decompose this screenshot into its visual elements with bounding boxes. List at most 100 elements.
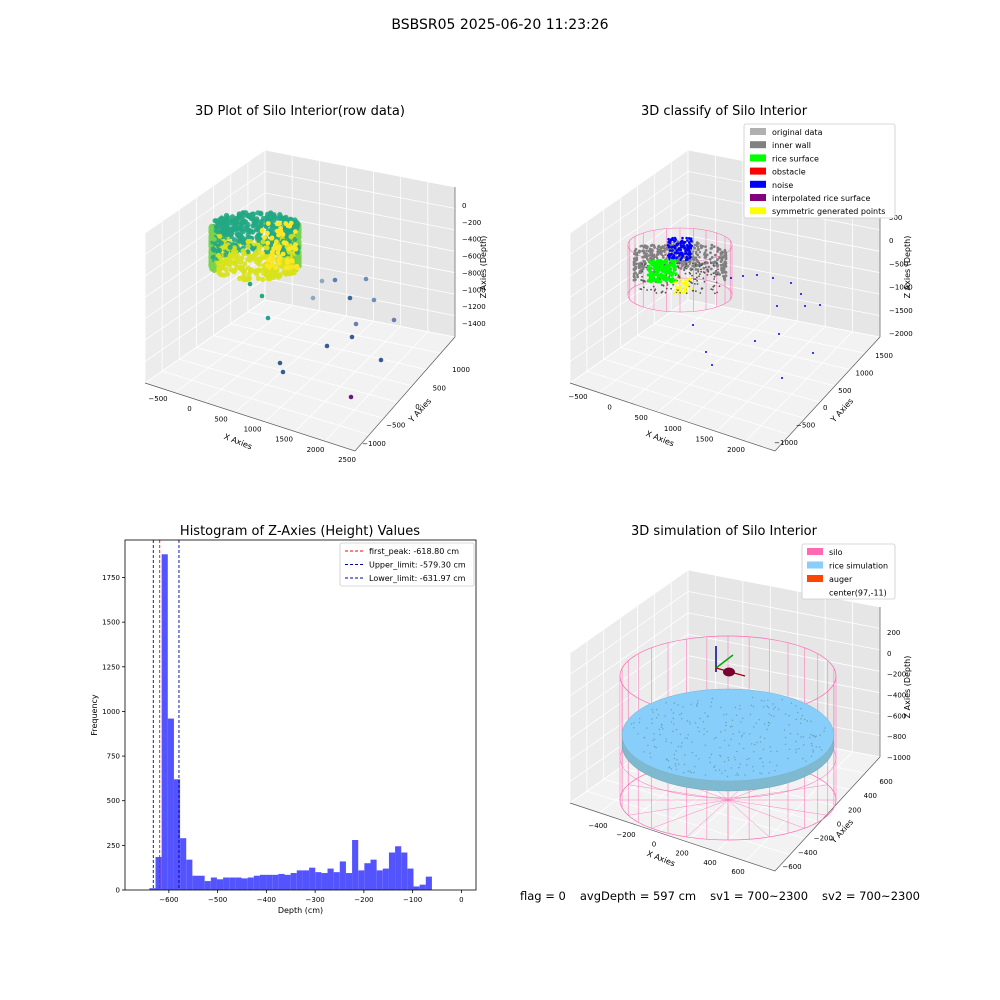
p2-interp-point (646, 289, 648, 291)
p4-y-tick: −200 (814, 835, 833, 843)
p2-y-tick: −1000 (774, 439, 798, 447)
p4-rice-dot (812, 749, 814, 751)
p2-legend-swatch (750, 180, 766, 188)
histogram-y-tick: 750 (107, 753, 120, 761)
p1-y-tick: −1000 (362, 440, 386, 448)
p4-rice-dot (638, 721, 641, 724)
p4-rice-dot (707, 715, 709, 717)
p2-noise-point (678, 252, 682, 256)
p1-data-point (269, 229, 276, 235)
p1-data-point (283, 214, 289, 220)
p1-data-point (277, 215, 283, 221)
p2-interp-point (677, 267, 680, 269)
p4-rice-dot (750, 704, 753, 706)
p2-noise-point (680, 256, 683, 260)
p1-data-point (319, 278, 325, 284)
p2-inner-wall-point (657, 245, 660, 248)
p1-data-point (231, 245, 237, 251)
p2-inner-wall-point (694, 268, 698, 271)
p4-rice-dot (804, 718, 806, 721)
p4-rice-dot (764, 737, 766, 739)
p2-interp-point (672, 283, 675, 286)
p2-symmetric-point (674, 280, 678, 284)
p4-rice-dot (662, 728, 664, 730)
p1-data-point (252, 251, 259, 257)
p2-interp-point (679, 291, 682, 294)
p4-z-tick: −1000 (887, 754, 911, 762)
p2-inner-wall-point (708, 257, 712, 261)
p1-data-point (275, 228, 280, 234)
p1-data-point (248, 267, 254, 273)
p1-data-point (227, 220, 233, 226)
p2-inner-wall-point (703, 251, 707, 255)
p2-inner-wall-point (644, 252, 647, 255)
p2-interp-point (716, 291, 718, 294)
p2-inner-wall-point (635, 262, 638, 266)
p2-interp-point (715, 281, 718, 284)
p1-data-point (247, 281, 253, 287)
p2-inner-wall-point (648, 247, 652, 250)
p2-legend-label: inner wall (772, 141, 811, 150)
histogram-bar (321, 873, 328, 890)
p1-data-point (275, 274, 282, 280)
panel-title-simulation: 3D simulation of Silo Interior (631, 524, 817, 539)
p4-z-tick: −200 (887, 671, 906, 679)
p4-rice-dot (673, 702, 675, 704)
p2-interp-point (691, 268, 694, 271)
p4-rice-dot (651, 718, 653, 720)
p1-data-point (289, 258, 295, 264)
p2-inner-wall-point (704, 255, 708, 259)
p4-rice-dot (774, 706, 776, 708)
p2-x-tick: 0 (607, 404, 611, 412)
p2-inner-wall-point (638, 250, 642, 253)
p2-noise-point (687, 241, 691, 244)
p2-grid-line (599, 304, 716, 394)
p2-interp-point (655, 292, 658, 294)
p2-noise-point (754, 340, 756, 342)
p1-data-point (215, 252, 222, 259)
p2-inner-wall-point (642, 255, 645, 259)
p2-noise-point (673, 245, 677, 248)
p2-rice-surface-point (647, 264, 651, 268)
p4-rice-dot (688, 721, 691, 723)
p4-rice-dot (673, 723, 675, 725)
p4-rice-dot (777, 708, 780, 710)
p2-noise-point (684, 258, 688, 262)
histogram-bar (149, 888, 156, 890)
p2-inner-wall-point (697, 248, 700, 252)
p2-interp-point (683, 269, 685, 272)
p4-rice-dot (658, 728, 661, 731)
p4-rice-dot (633, 727, 635, 729)
p4-silo-wire (651, 799, 729, 829)
p2-symmetric-point (685, 284, 688, 287)
p2-rice-surface-point (668, 273, 673, 277)
p2-z-tick: 500 (889, 214, 902, 222)
histogram-x-tick: −500 (208, 896, 227, 904)
p1-data-point (270, 213, 276, 220)
p2-interp-point (691, 274, 693, 277)
p4-rice-dot (698, 730, 700, 733)
p1-grid-line (196, 347, 398, 403)
p2-interp-point (698, 275, 700, 278)
p2-rice-surface-point (668, 269, 672, 273)
p2-interp-point (678, 262, 681, 265)
p1-data-point (250, 214, 256, 220)
p2-inner-wall-point (720, 251, 724, 255)
p4-x-tick: −400 (588, 822, 607, 830)
p2-rice-surface-point (671, 264, 676, 268)
p1-data-point (223, 251, 229, 258)
histogram-bar (223, 877, 230, 890)
p2-noise-point (687, 247, 690, 250)
p1-data-point (264, 245, 270, 251)
p1-data-point (270, 223, 276, 229)
p2-inner-wall-point (723, 251, 726, 254)
p2-inner-wall-point (721, 271, 724, 275)
p4-z-tick: 200 (887, 629, 900, 637)
p2-inner-wall-point (633, 260, 636, 263)
p1-data-point (208, 224, 214, 230)
p2-inner-wall-point (694, 256, 698, 260)
histogram-x-tick: 0 (459, 896, 463, 904)
p2-noise-point (667, 237, 670, 241)
p2-inner-wall-point (709, 247, 713, 250)
p4-rice-dot (687, 770, 689, 772)
